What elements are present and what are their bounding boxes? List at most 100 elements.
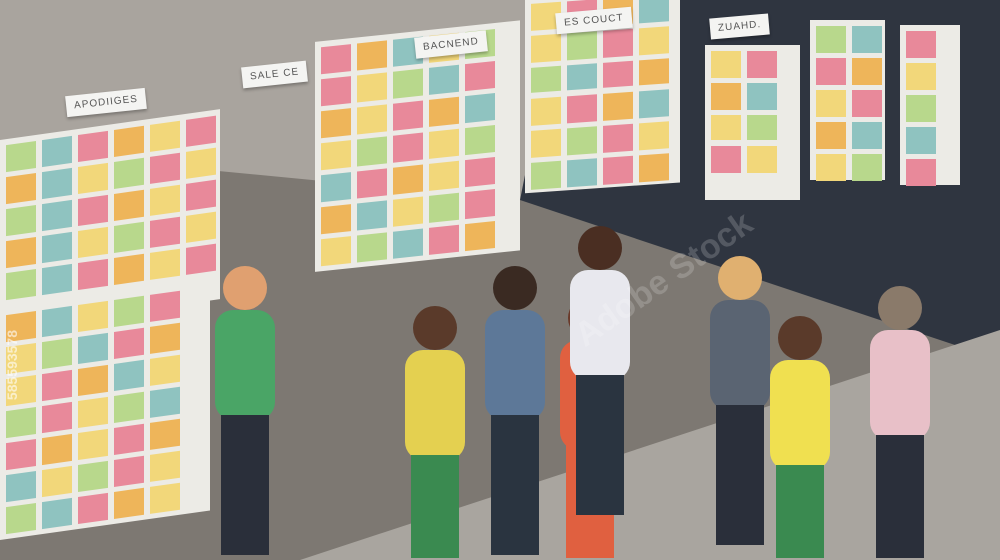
sticky-note [816, 122, 846, 149]
head [223, 266, 267, 310]
board [705, 45, 800, 142]
sticky-note [567, 63, 597, 93]
board [525, 82, 680, 194]
sticky-note [852, 154, 882, 181]
sticky-note [531, 33, 561, 63]
head [493, 266, 537, 310]
sticky-note [114, 423, 144, 455]
sticky-note [393, 196, 423, 227]
sticky-note [150, 120, 180, 152]
sticky-note [114, 253, 144, 285]
sticky-note [852, 26, 882, 53]
legs [221, 415, 269, 555]
sticky-note [114, 359, 144, 391]
sticky-note [465, 220, 495, 252]
sticky-note [6, 268, 36, 301]
sticky-note [603, 123, 633, 153]
sticky-note [114, 157, 144, 189]
sticky-note [150, 450, 180, 482]
sticky-note [6, 406, 36, 439]
person [215, 266, 275, 555]
sticky-note [114, 487, 144, 519]
legs [576, 375, 624, 515]
sticky-note [711, 146, 741, 173]
sticky-note [393, 100, 423, 131]
sticky-note [150, 248, 180, 280]
sticky-note [639, 26, 669, 56]
sticky-note [78, 226, 108, 259]
sticky-note [531, 1, 561, 31]
sticky-note [465, 92, 495, 124]
sticky-note [465, 60, 495, 92]
board [0, 280, 210, 540]
sticky-note [906, 63, 936, 90]
sticky-note [114, 221, 144, 253]
sticky-note [852, 90, 882, 117]
sticky-note [6, 310, 36, 343]
sticky-note [711, 115, 741, 142]
sticky-note [42, 369, 72, 402]
sticky-note [42, 337, 72, 370]
sticky-note [567, 94, 597, 124]
sticky-note [393, 132, 423, 163]
person [710, 256, 770, 545]
sticky-note [567, 31, 597, 61]
legs [776, 465, 824, 558]
sticky-note [357, 40, 387, 71]
sticky-note [42, 497, 72, 530]
sticky-note [531, 65, 561, 95]
sticky-note [639, 58, 669, 88]
sticky-note [6, 342, 36, 375]
body [870, 330, 930, 440]
sticky-note [150, 418, 180, 450]
sticky-note [393, 228, 423, 259]
sticky-note [150, 152, 180, 184]
sticky-note [6, 204, 36, 237]
sticky-note [639, 0, 669, 24]
sticky-note [603, 60, 633, 90]
sticky-note [852, 58, 882, 85]
sticky-note [186, 179, 216, 211]
sticky-note [816, 90, 846, 117]
sticky-note [393, 164, 423, 195]
sticky-note [150, 184, 180, 216]
sticky-note [78, 332, 108, 365]
sticky-note [747, 83, 777, 110]
sticky-note [78, 396, 108, 429]
sticky-note [78, 492, 108, 525]
sticky-note [747, 146, 777, 173]
person [405, 306, 465, 558]
sticky-note [321, 236, 351, 267]
sticky-note [42, 135, 72, 168]
sticky-note [747, 51, 777, 78]
sticky-note [114, 327, 144, 359]
sticky-note [429, 128, 459, 159]
people-group [215, 226, 930, 558]
sticky-note [531, 128, 561, 158]
board [705, 140, 800, 200]
sticky-note [711, 83, 741, 110]
sticky-note [186, 243, 216, 275]
sticky-note [639, 89, 669, 119]
sticky-note [531, 160, 561, 190]
sticky-note [78, 428, 108, 461]
body [485, 310, 545, 420]
sticky-note [42, 167, 72, 200]
sticky-note [321, 172, 351, 203]
sticky-note [357, 104, 387, 135]
sticky-note [6, 236, 36, 269]
legs [491, 415, 539, 555]
sticky-note [150, 216, 180, 248]
sticky-note [78, 162, 108, 195]
person [770, 316, 830, 558]
sticky-note [114, 455, 144, 487]
sticky-note [357, 232, 387, 263]
sticky-note [6, 172, 36, 205]
legs [411, 455, 459, 558]
person [570, 226, 630, 515]
sticky-note [429, 224, 459, 255]
sticky-note [42, 465, 72, 498]
sticky-note [816, 154, 846, 181]
person [870, 286, 930, 558]
